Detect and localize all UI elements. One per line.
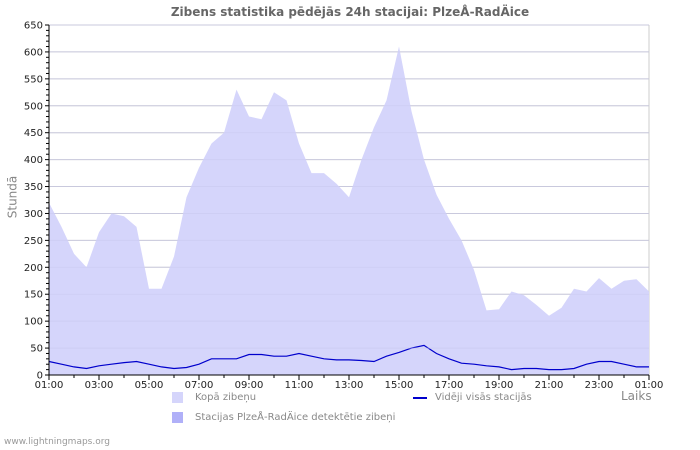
data-areas	[48, 24, 649, 375]
y-tick-label: 150	[24, 290, 43, 301]
y-tick-label: 50	[30, 344, 43, 355]
y-tick-label: 650	[24, 21, 43, 32]
y-tick-label: 450	[24, 128, 43, 139]
y-tick-label: 400	[24, 155, 43, 166]
legend-total: Kopā zibeņu	[172, 392, 256, 403]
x-tick-label: 17:00	[435, 380, 464, 391]
footer-site-link[interactable]: www.lightningmaps.org	[4, 437, 110, 447]
x-tick-label: 07:00	[185, 380, 214, 391]
y-tick-label: 0	[37, 371, 43, 382]
legend-total-label: Kopā zibeņu	[195, 392, 257, 403]
y-axis-label: Stundā	[5, 175, 20, 219]
x-tick-label: 09:00	[235, 380, 264, 391]
legend-station-label: Stacijas PlzeÅ-RadÄice detektētie zibeņi	[195, 412, 396, 423]
y-tick-label: 600	[24, 47, 43, 58]
x-tick-label: 11:00	[285, 380, 314, 391]
legend-station: Stacijas PlzeÅ-RadÄice detektētie zibeņi	[172, 412, 395, 423]
legend-average: Vidēji visās stacijās	[413, 392, 532, 403]
x-tick-label: 01:00	[635, 380, 664, 391]
axes: 0 50 100 150 200 250 300 350 400 450 500 550 600 650 0…	[24, 21, 664, 392]
x-tick-label: 03:00	[85, 380, 114, 391]
x-tick-label: 19:00	[485, 380, 514, 391]
x-tick-label: 15:00	[385, 380, 414, 391]
y-tick-label: 300	[24, 209, 43, 220]
y-tick-label: 550	[24, 74, 43, 85]
series-line	[48, 344, 649, 371]
series-area	[49, 46, 649, 375]
x-tick-label: 01:00	[35, 380, 64, 391]
legend-station-swatch	[172, 412, 183, 423]
legend-total-swatch	[172, 392, 183, 403]
legend-average-label: Vidēji visās stacijās	[435, 392, 532, 403]
x-tick-label: 13:00	[335, 380, 364, 391]
y-tick-label: 500	[24, 101, 43, 112]
x-tick-label: 23:00	[585, 380, 614, 391]
x-tick-label: 05:00	[135, 380, 164, 391]
x-tick-label: 21:00	[535, 380, 564, 391]
x-axis-label: Laiks	[621, 389, 652, 403]
legend-average-swatch	[413, 396, 427, 399]
chart-title: Zibens statistika pēdējās 24h stacijai: …	[170, 5, 530, 19]
y-tick-label: 100	[24, 317, 43, 328]
y-tick-label: 350	[24, 182, 43, 193]
y-tick-label: 250	[24, 236, 43, 247]
y-tick-label: 200	[24, 263, 43, 274]
